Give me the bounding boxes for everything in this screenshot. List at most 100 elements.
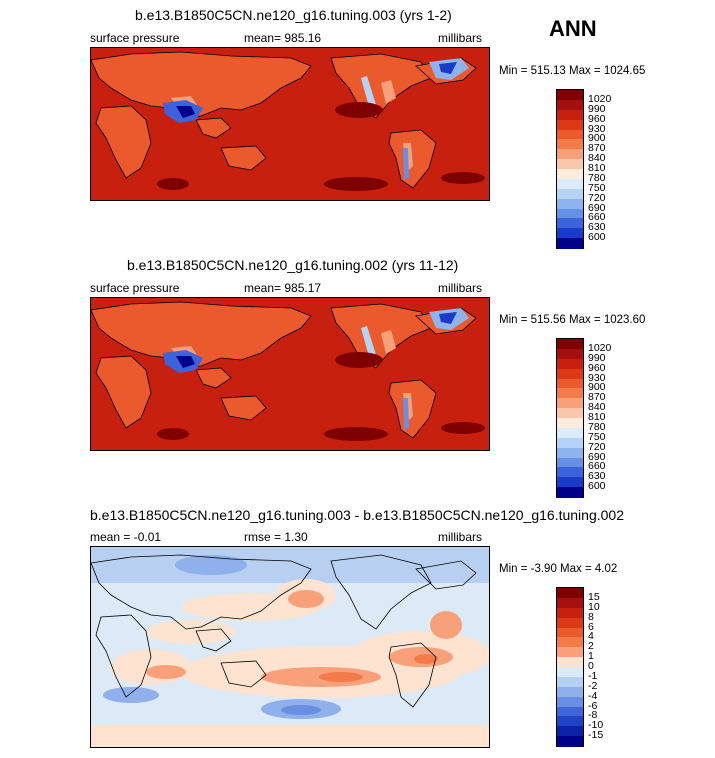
colorbar-label: 720 <box>588 191 606 204</box>
panel-3-minmax: Min = -3.90 Max = 4.02 <box>499 563 618 575</box>
colorbar-swatch <box>557 647 583 658</box>
colorbar-swatch <box>557 686 583 698</box>
colorbar-label: 1020 <box>588 92 612 105</box>
colorbar-swatch <box>557 716 583 727</box>
colorbar-swatch <box>557 238 583 249</box>
colorbar-label: 720 <box>588 440 606 453</box>
panel-1-map <box>90 47 490 201</box>
panel-3-rmse: rmse = 1.30 <box>244 530 308 544</box>
colorbar-swatch <box>557 637 583 648</box>
colorbar-label: -8 <box>588 709 598 722</box>
colorbar-swatch <box>557 726 583 737</box>
colorbar-swatch <box>557 159 583 170</box>
colorbar-label: 630 <box>588 221 606 234</box>
colorbar-swatch <box>557 657 583 668</box>
colorbar-label: -10 <box>588 719 604 732</box>
colorbar-label: 8 <box>588 610 594 623</box>
colorbar-swatch <box>557 696 583 707</box>
colorbar-label: 990 <box>588 351 606 364</box>
panel-1-title: b.e13.B1850C5CN.ne120_g16.tuning.003 (yr… <box>135 7 452 23</box>
colorbar-label: -4 <box>588 689 598 702</box>
colorbar-label: 900 <box>588 381 606 394</box>
colorbar-label: 0 <box>588 660 594 672</box>
colorbar-swatch <box>557 339 583 350</box>
surface-pressure-map <box>91 298 489 450</box>
colorbar-label: 780 <box>588 171 606 184</box>
colorbar-swatch <box>557 388 583 399</box>
colorbar-label: 930 <box>588 122 606 135</box>
colorbar-swatch <box>557 378 583 389</box>
colorbar-label: 810 <box>588 411 606 423</box>
panel-2-units: millibars <box>438 281 483 295</box>
colorbar-swatch <box>557 667 583 678</box>
colorbar-label: -2 <box>588 679 598 692</box>
colorbar-swatch <box>557 90 583 101</box>
colorbar-swatch <box>557 398 583 409</box>
panel-2-mean: mean= 985.17 <box>244 281 322 295</box>
panel-1-minmax: Min = 515.13 Max = 1024.65 <box>499 65 646 77</box>
colorbar-swatch <box>557 418 583 429</box>
colorbar-swatch <box>557 467 583 478</box>
colorbar-label: 840 <box>588 401 606 414</box>
colorbar-swatch <box>557 368 583 379</box>
colorbar-swatch <box>557 149 583 160</box>
panel-2-map <box>90 297 490 451</box>
panel-1-variable: surface pressure <box>90 31 180 45</box>
colorbar-swatch <box>557 487 583 498</box>
panel-3-title: b.e13.B1850C5CN.ne120_g16.tuning.003 - b… <box>90 507 624 523</box>
colorbar-swatch <box>557 129 583 140</box>
colorbar-label: 750 <box>588 430 606 443</box>
colorbar-label: -1 <box>588 669 598 682</box>
colorbar-swatch <box>557 218 583 229</box>
season-label: ANN <box>549 16 597 41</box>
colorbar-swatch <box>557 588 583 599</box>
panel-1-units: millibars <box>438 31 483 45</box>
colorbar-swatch <box>557 198 583 209</box>
colorbar-label: 870 <box>588 391 606 404</box>
colorbar-swatch <box>557 427 583 439</box>
colorbar-swatch <box>557 139 583 150</box>
panel-2-title: b.e13.B1850C5CN.ne120_g16.tuning.002 (yr… <box>127 257 459 273</box>
panel-2-minmax: Min = 515.56 Max = 1023.60 <box>499 314 646 326</box>
panel-3-colorbar <box>556 587 584 747</box>
colorbar-swatch <box>557 597 583 609</box>
colorbar-swatch <box>557 178 583 190</box>
surface-pressure-map <box>91 48 489 200</box>
colorbar-swatch <box>557 477 583 488</box>
panel-2-variable: surface pressure <box>90 281 180 295</box>
colorbar-label: 15 <box>588 590 600 603</box>
colorbar-swatch <box>557 447 583 458</box>
panel-2-colorbar <box>556 338 584 498</box>
colorbar-label: 6 <box>588 620 594 633</box>
colorbar-swatch <box>557 99 583 111</box>
colorbar-label: 4 <box>588 630 594 643</box>
colorbar-swatch <box>557 617 583 628</box>
colorbar-label: 1 <box>588 650 594 663</box>
colorbar-swatch <box>557 736 583 747</box>
colorbar-label: 840 <box>588 152 606 165</box>
colorbar-label: 690 <box>588 450 606 463</box>
colorbar-swatch <box>557 119 583 130</box>
panel-1-mean: mean= 985.16 <box>244 31 322 45</box>
colorbar-label: 900 <box>588 132 606 145</box>
colorbar-label: 990 <box>588 102 606 115</box>
panel-3-mean: mean = -0.01 <box>90 530 162 544</box>
colorbar-label: 780 <box>588 420 606 433</box>
colorbar-swatch <box>557 109 583 121</box>
difference-map <box>91 547 489 747</box>
panel-1-colorbar <box>556 89 584 249</box>
colorbar-label: -15 <box>588 729 604 742</box>
colorbar-label: 600 <box>588 231 606 244</box>
colorbar-swatch <box>557 437 583 449</box>
colorbar-label: 10 <box>588 600 600 613</box>
colorbar-swatch <box>557 408 583 419</box>
colorbar-label: 600 <box>588 480 606 493</box>
colorbar-swatch <box>557 358 583 370</box>
colorbar-label: 1020 <box>588 341 612 354</box>
colorbar-label: 870 <box>588 142 606 155</box>
colorbar-swatch <box>557 676 583 688</box>
colorbar-label: 960 <box>588 112 606 125</box>
colorbar-label: 660 <box>588 211 606 224</box>
colorbar-swatch <box>557 348 583 360</box>
colorbar-label: 750 <box>588 181 606 194</box>
